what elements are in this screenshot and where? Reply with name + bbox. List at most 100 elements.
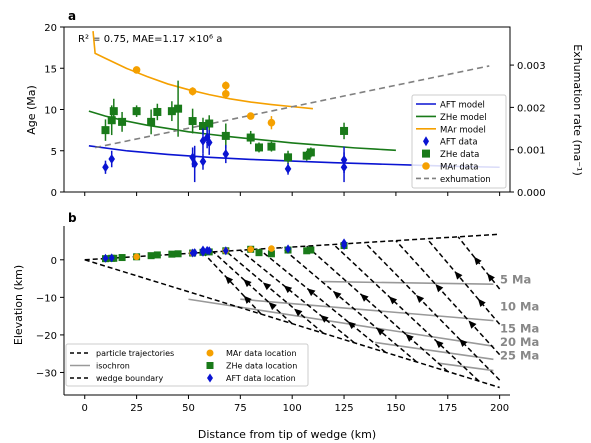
trajectory-arrow [388,296,398,305]
particle-trajectory-10 [426,238,501,325]
y-tick-label: −10 [36,293,57,304]
model-line-2 [92,31,314,110]
zhe-data-point [118,117,127,126]
x-tick-label: 25 [130,403,143,414]
legend-diamond-3 [423,136,429,147]
particle-trajectory-1 [212,251,293,325]
aft-data-point [191,158,198,169]
legend-b-label-0: particle trajectories [96,349,174,358]
zhe-data-point [167,107,176,116]
legend-label-3: AFT data [440,138,478,148]
isochron-label-3: 20 Ma [500,335,539,349]
y-tick-label: −30 [36,368,57,379]
trajectory-arrow [477,298,486,307]
panel-a-legend: AFT model ZHe model MAr model AFT data ZHe d… [411,94,507,189]
particle-trajectory-6 [306,245,449,373]
legend-b-swatch-4 [206,362,214,369]
x-tick-label: 150 [386,403,405,414]
aft-location-point [285,244,292,254]
panel-a-ticks: 0 5 10 15 20 0.000 0.001 0.002 0.003 [44,23,545,199]
trajectory-arrow [283,285,293,294]
aft-data-point [284,163,292,174]
trajectory-arrow [435,283,444,293]
isochron-4 [437,362,494,372]
zhe-data-point [221,131,230,140]
legend-circle-5 [422,162,430,170]
zhe-data-point [198,122,207,130]
zhe-data-point [246,133,255,142]
isochron-label-1: 10 Ma [500,300,539,314]
mar-data-point [267,118,276,127]
mar-data-point [222,81,230,90]
trajectory-arrow [333,291,342,299]
legend-square-4 [422,149,430,158]
panel-a-points [101,66,349,183]
zhe-data-point [340,126,349,135]
exhumation-line [94,65,490,149]
zhe-data-point [205,119,214,128]
y-tick-label: 20 [44,23,57,34]
aft-data-point [340,162,348,173]
zhe-data-point [267,142,276,151]
trajectory-arrow [262,282,272,291]
mar-location-point [247,245,254,253]
zhe-data-point [101,126,110,135]
panel-a-y2label: Exhumation rate (ma⁻¹) [571,44,584,176]
particle-trajectory-9 [395,240,501,356]
zhe-location-point [168,250,176,258]
particle-trajectory-3 [239,249,355,344]
panel-b: b −30 −20 −10 0 0 25 50 75 100 125 150 175 200 5 Ma 1… [12,211,539,441]
legend-label-5: MAr data [440,163,479,173]
particle-trajectory-4 [258,248,387,353]
legend-label-1: ZHe model [440,113,487,123]
panel-b-label: b [68,211,77,225]
isochron-3 [375,341,494,361]
mar-location-point [268,245,275,252]
zhe-data-point [302,151,311,160]
legend-label-0: AFT model [440,101,485,111]
aft-location-point [206,246,213,256]
zhe-data-point [153,107,162,116]
aft-location-point [191,248,198,258]
zhe-location-point [174,250,182,258]
isochron-label-0: 5 Ma [500,272,531,286]
aft-location-point [222,246,229,256]
trajectory-arrow [307,288,316,297]
legend-label-6: exhumation [440,175,491,185]
panel-a-label: a [68,9,76,23]
y2-tick-label: 0.003 [517,61,546,72]
aft-location-point [102,253,109,263]
particle-trajectory-5 [281,247,418,363]
isochron-label-2: 15 Ma [500,322,539,336]
x-tick-label: 75 [234,403,247,414]
zhe-data-point [284,153,293,162]
mar-data-point [222,90,230,98]
trajectory-arrow [320,315,329,323]
particle-trajectory-8 [364,242,501,381]
x-tick-label: 100 [283,403,302,414]
panel-a: a R² = 0.75, MAE=1.17 ×10⁶ a 0 5 10 15 20 0.0… [25,9,584,199]
mar-location-point [133,253,140,261]
zhe-location-point [267,250,275,258]
mar-data-point [246,112,255,120]
y-tick-label: −20 [36,331,57,342]
zhe-data-point [254,143,263,152]
y-tick-label: 0 [51,256,57,267]
trajectory-arrow [405,333,414,342]
y-tick-label: 0 [51,188,57,199]
trajectory-arrow [487,273,495,282]
trajectory-arrow [435,340,444,349]
zhe-data-point [188,117,197,126]
zhe-location-point [307,246,315,254]
panel-b-lines [84,233,501,389]
legend-b-label-1: isochron [96,362,130,371]
trajectory-arrow [360,293,369,302]
legend-b-swatch-3 [206,349,214,357]
aft-location-point [341,238,348,248]
fit-annotation: R² = 0.75, MAE=1.17 ×10⁶ a [78,34,222,45]
panel-b-legend-box [65,343,309,387]
x-tick-label: 200 [490,403,509,414]
y2-tick-label: 0.001 [517,146,546,157]
panel-a-legend-box [411,94,507,189]
